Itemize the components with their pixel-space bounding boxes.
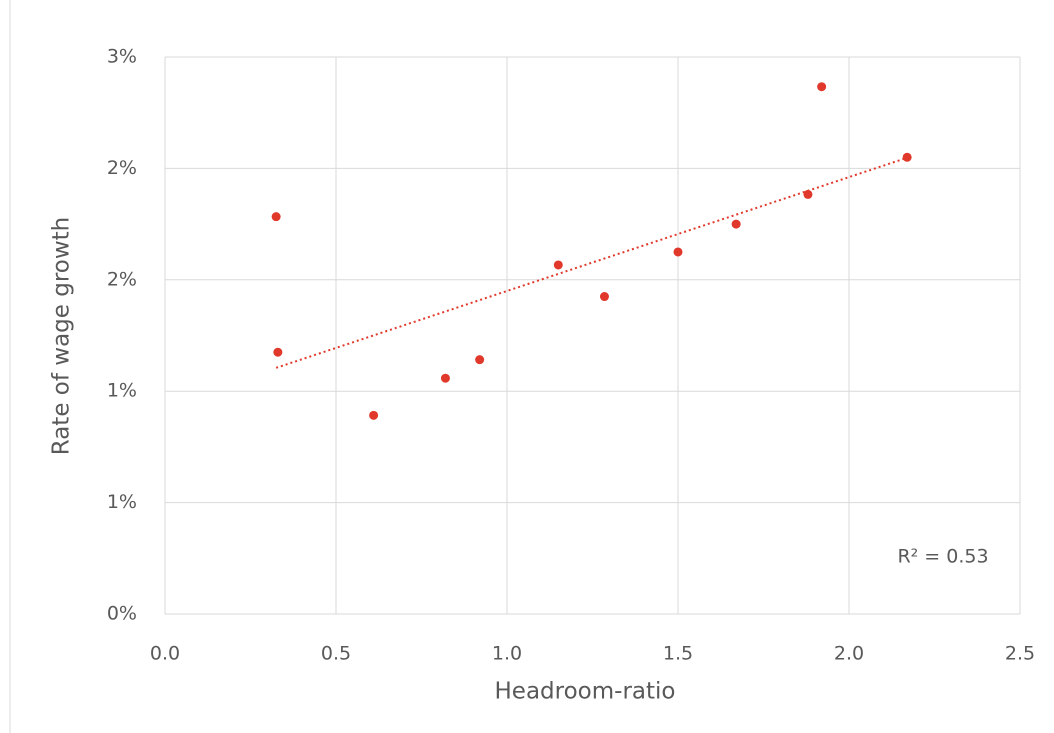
y-tick-label: 3%	[107, 46, 137, 68]
point	[902, 152, 912, 162]
point	[369, 410, 379, 420]
x-tick-label: 1.0	[492, 643, 522, 665]
point	[673, 247, 683, 257]
y-axis-label: Rate of wage growth	[49, 217, 75, 456]
point	[553, 260, 563, 270]
y-tick-label: 1%	[107, 491, 137, 513]
y-tick-label: 2%	[107, 157, 137, 179]
point	[271, 212, 281, 222]
x-tick-label: 2.5	[1005, 643, 1035, 665]
y-tick-label: 0%	[107, 603, 137, 625]
point	[440, 373, 450, 383]
trendline	[275, 156, 908, 369]
x-tick-label: 1.5	[663, 643, 693, 665]
point	[273, 347, 283, 357]
point	[599, 292, 609, 302]
point	[803, 189, 813, 199]
y-tick-label: 1%	[107, 380, 137, 402]
x-tick-label: 0.0	[150, 643, 180, 665]
r-squared: R² = 0.53	[897, 546, 988, 568]
x-tick-label: 0.5	[321, 643, 351, 665]
point	[475, 355, 485, 365]
x-axis-label: Headroom-ratio	[495, 679, 676, 705]
y-tick-label: 2%	[107, 268, 137, 290]
point	[731, 219, 741, 229]
x-tick-label: 2.0	[834, 643, 864, 665]
point	[817, 82, 827, 92]
